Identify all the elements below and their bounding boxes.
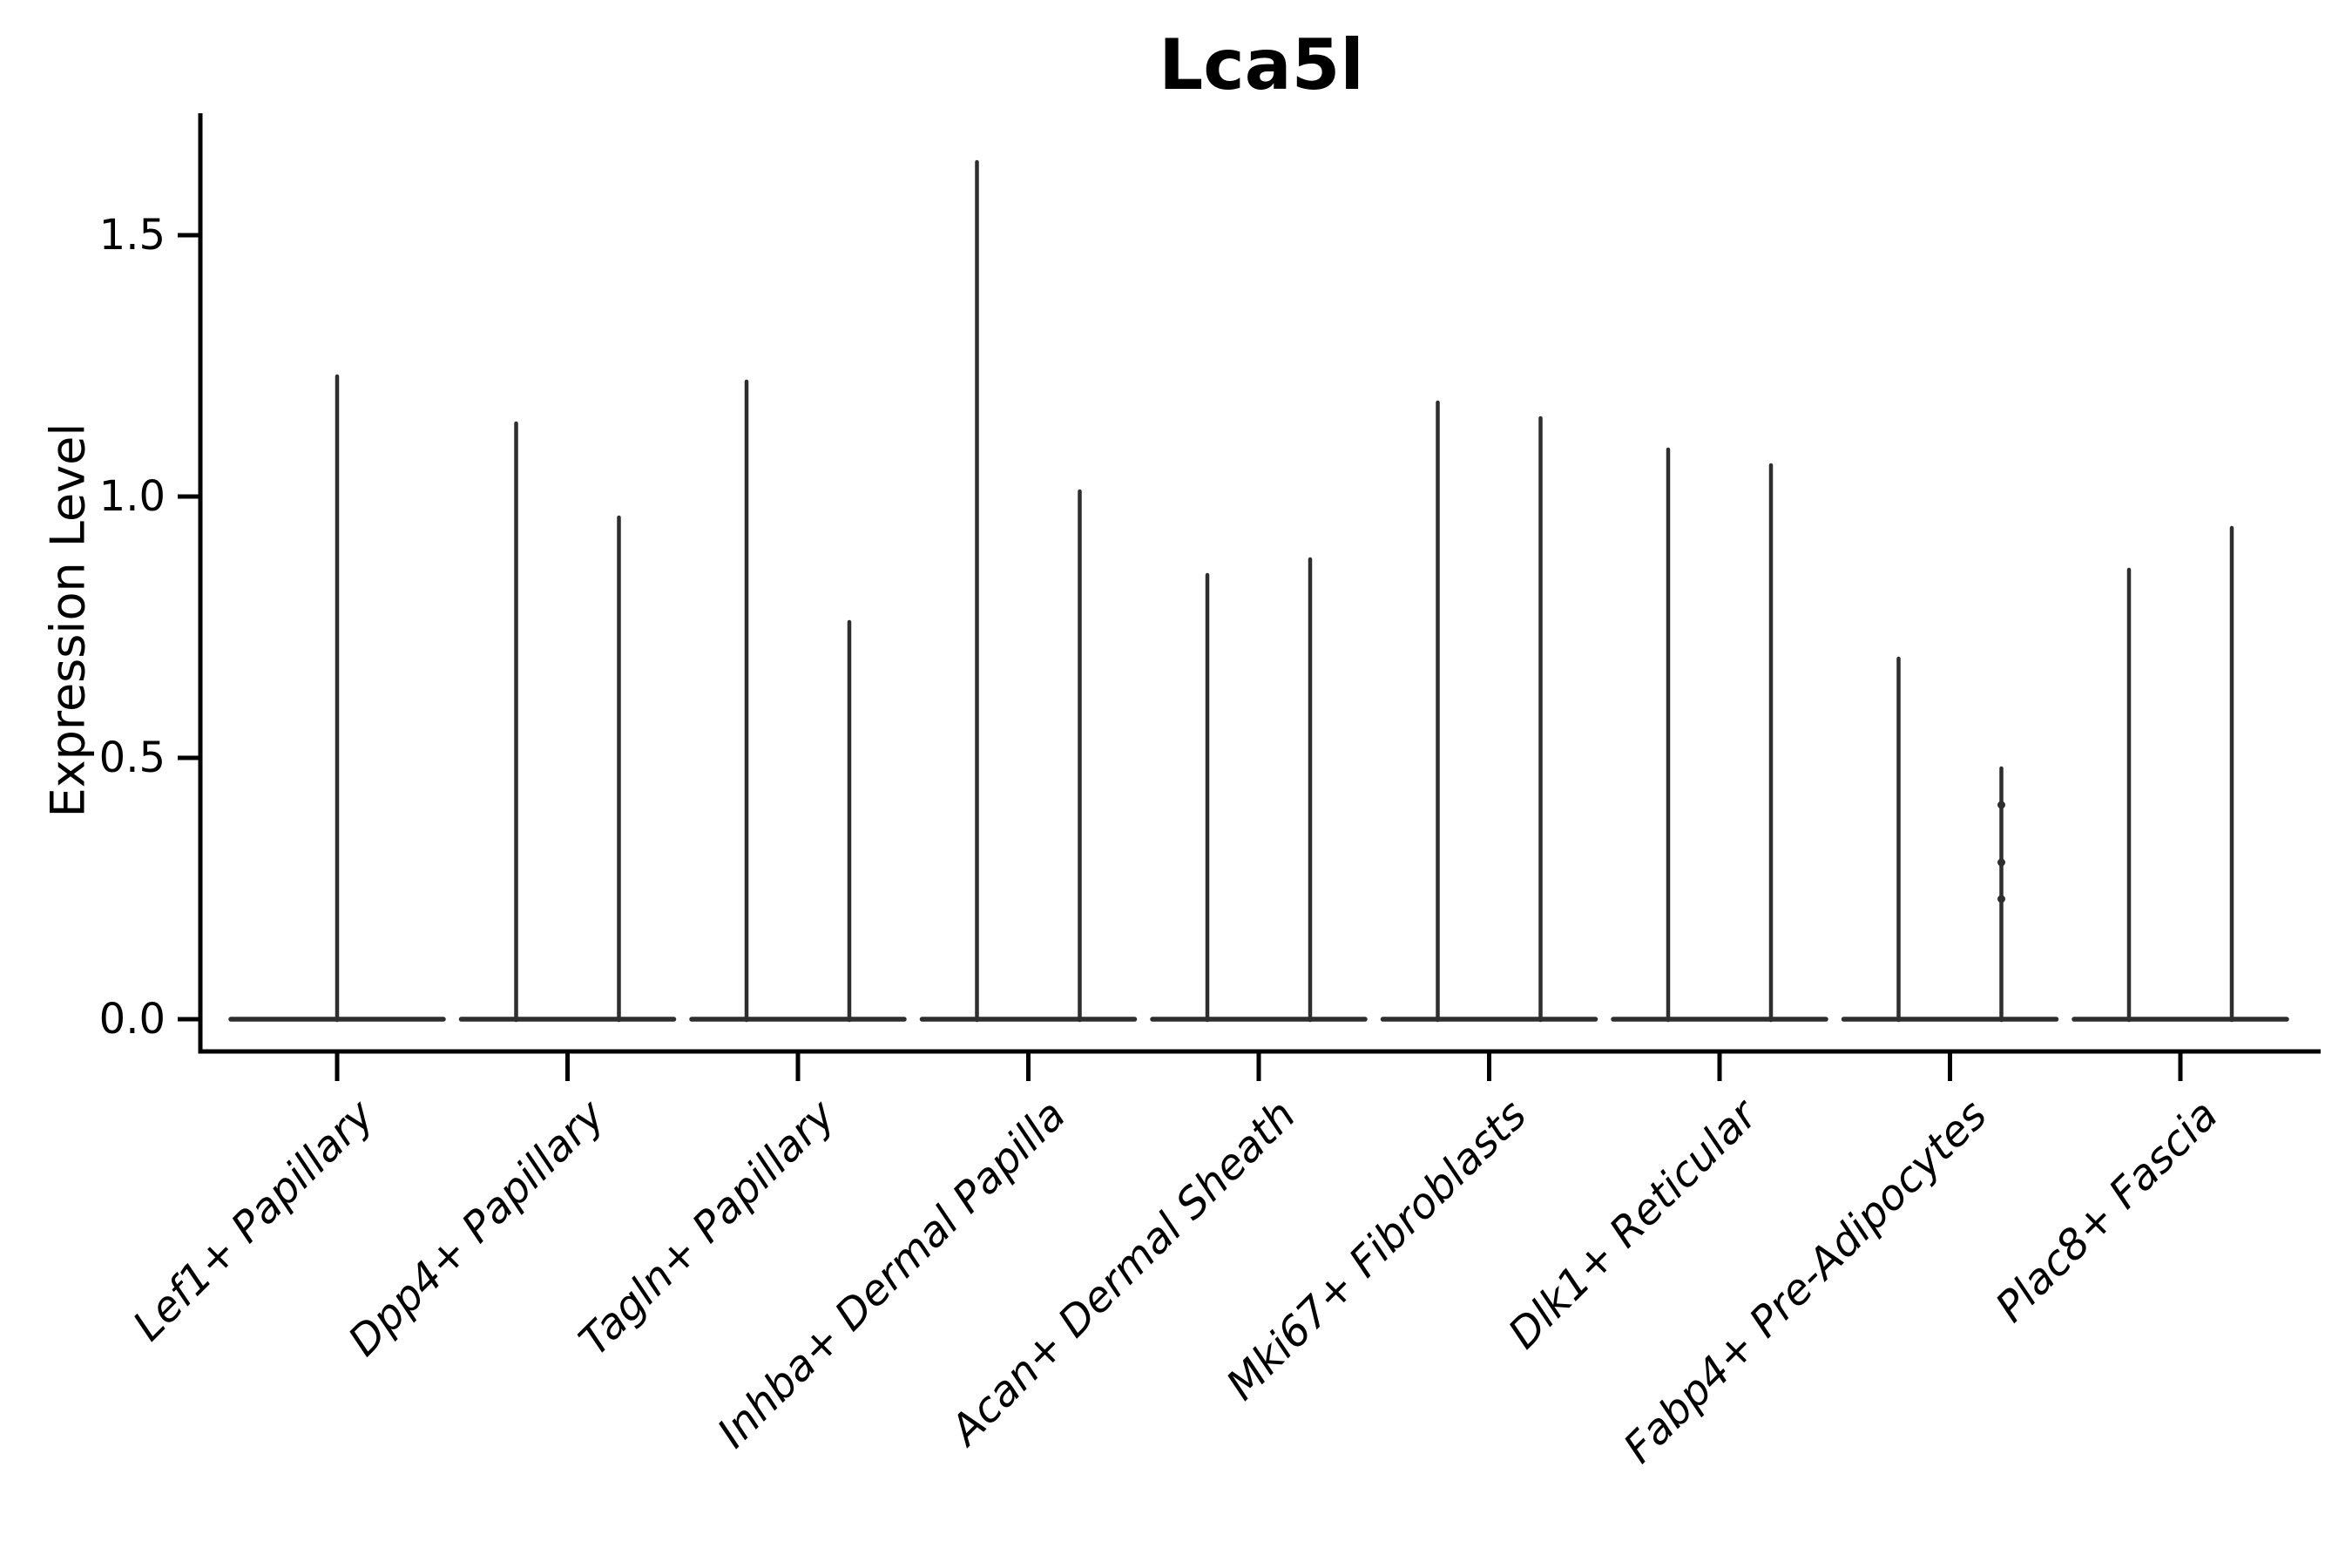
y-tick-label: 1.0	[99, 472, 166, 521]
violin-density-bump	[1997, 801, 2005, 809]
plot-title: Lca5l	[1159, 24, 1364, 105]
y-tick-label: 1.5	[99, 211, 166, 260]
violin-density-bump	[1997, 858, 2005, 867]
axis-spines	[198, 113, 2321, 1054]
y-tick-label: 0.0	[99, 995, 166, 1044]
violin-density-bump	[1997, 895, 2005, 903]
y-tick-label: 0.5	[99, 733, 166, 782]
